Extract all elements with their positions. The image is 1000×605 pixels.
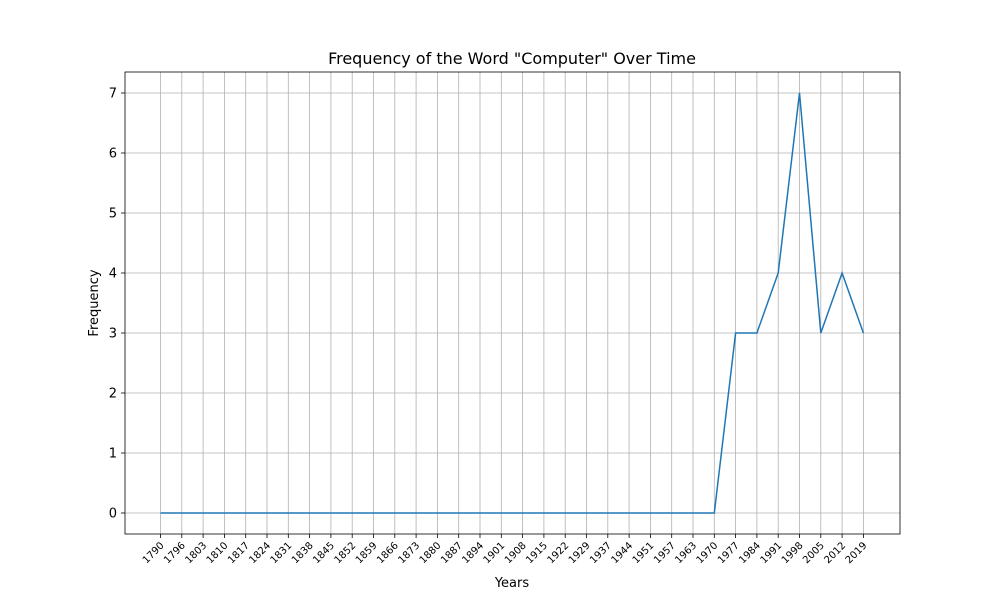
- x-tick-label: 1817: [226, 540, 252, 566]
- chart-title: Frequency of the Word "Computer" Over Ti…: [328, 49, 696, 68]
- x-tick-label: 1901: [482, 540, 508, 566]
- y-tick-layer: 0 1 2 3 4 5 6 7: [109, 87, 125, 522]
- x-tick-label: 2012: [822, 540, 848, 566]
- y-axis-label: Frequency: [87, 269, 102, 336]
- series-line: [160, 92, 865, 514]
- x-tick-label: 1880: [418, 540, 444, 566]
- x-tick-label: 1970: [695, 540, 721, 566]
- x-tick-label: 1824: [247, 540, 273, 566]
- x-tick-label: 1998: [780, 540, 806, 566]
- x-tick-label: 1977: [716, 540, 742, 566]
- y-tick-label: 4: [109, 267, 117, 282]
- x-tick-label: 1963: [673, 540, 699, 566]
- x-tick-label: 2019: [844, 540, 870, 566]
- x-axis-label: Years: [494, 576, 530, 591]
- x-tick-label: 1838: [290, 540, 316, 566]
- x-tick-label: 1866: [375, 540, 401, 566]
- y-tick-label: 3: [109, 327, 117, 342]
- x-tick-label: 1796: [162, 540, 188, 566]
- x-tick-label: 1873: [396, 540, 422, 566]
- y-tick-label: 2: [109, 387, 117, 402]
- y-tick-label: 7: [109, 87, 117, 102]
- x-tick-layer: 1790179618031810181718241831183818451852…: [141, 534, 870, 566]
- x-tick-label: 1803: [183, 540, 209, 566]
- y-tick-label: 0: [109, 507, 117, 522]
- x-tick-label: 1944: [609, 540, 635, 566]
- x-tick-label: 1894: [460, 540, 486, 566]
- x-tick-label: 1887: [439, 540, 465, 566]
- x-tick-label: 1845: [311, 540, 337, 566]
- x-tick-label: 1991: [759, 540, 785, 566]
- x-tick-label: 1790: [141, 540, 167, 566]
- x-tick-label: 1937: [588, 540, 614, 566]
- y-tick-label: 6: [109, 147, 117, 162]
- plot-area-frame: [124, 71, 901, 535]
- x-tick-label: 2005: [801, 540, 827, 566]
- x-tick-label: 1831: [269, 540, 295, 566]
- x-tick-label: 1922: [546, 540, 572, 566]
- x-tick-label: 1908: [503, 540, 529, 566]
- x-tick-label: 1929: [567, 540, 593, 566]
- grid-layer: [125, 72, 900, 534]
- series-layer: [160, 92, 865, 514]
- x-tick-label: 1957: [652, 540, 678, 566]
- y-tick-label: 1: [109, 447, 117, 462]
- x-tick-label: 1852: [333, 540, 359, 566]
- x-tick-label: 1951: [631, 540, 657, 566]
- x-tick-label: 1859: [354, 540, 380, 566]
- x-tick-label: 1810: [205, 540, 231, 566]
- y-tick-label: 5: [109, 207, 117, 222]
- x-tick-label: 1984: [737, 540, 763, 566]
- x-tick-label: 1915: [524, 540, 550, 566]
